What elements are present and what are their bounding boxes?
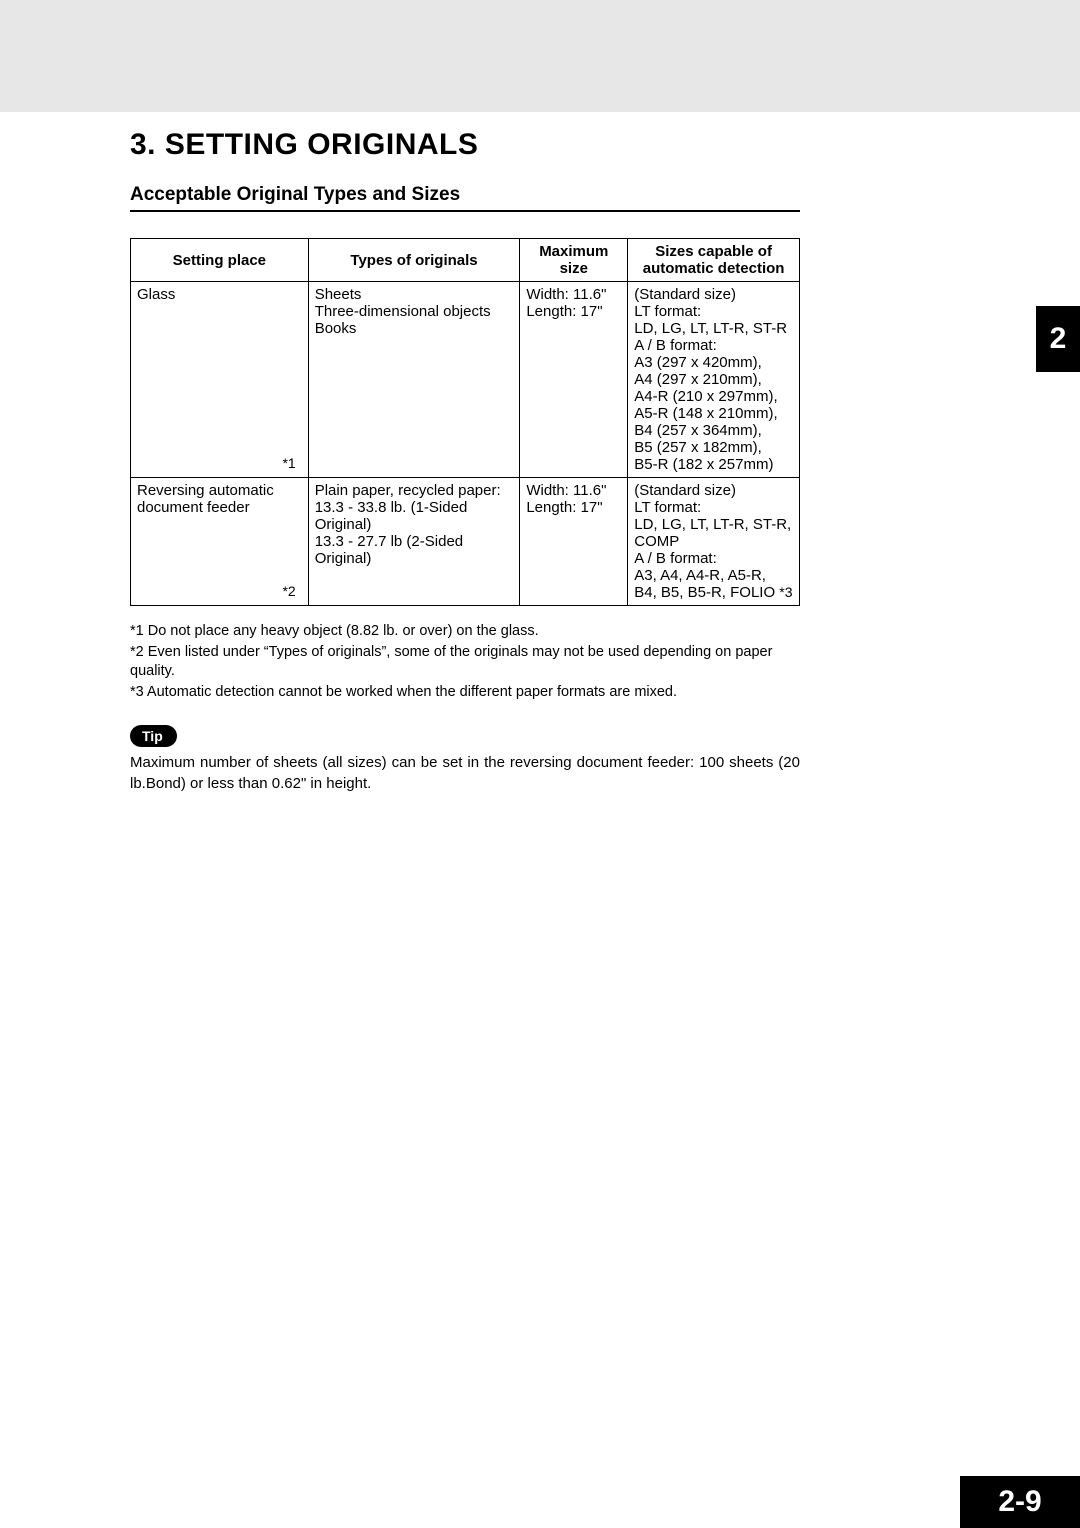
col-types: Types of originals [308,239,520,282]
page-number-box: 2-9 [960,1476,1080,1528]
cell-sizes: (Standard size) LT format: LD, LG, LT, L… [634,286,787,473]
tip-label: Tip [142,728,163,744]
page-number: 2-9 [998,1485,1041,1519]
footnote-ref: *3 [779,584,792,600]
tip-text: Maximum number of sheets (all sizes) can… [130,753,800,794]
footnotes: *1 Do not place any heavy object (8.82 l… [130,622,800,702]
chapter-tab: 2 [1036,306,1080,372]
table-header-row: Setting place Types of originals Maximum… [131,239,800,282]
footnote-ref: *2 [282,583,295,599]
cell-max-size: Width: 11.6" Length: 17" [526,286,606,320]
originals-table: Setting place Types of originals Maximum… [130,238,800,606]
table-row: Glass *1 Sheets Three-dimensional object… [131,282,800,478]
cell-max-size: Width: 11.6" Length: 17" [526,482,606,516]
table-row: Reversing automatic document feeder *2 P… [131,478,800,606]
footnote: *1 Do not place any heavy object (8.82 l… [130,622,800,642]
col-setting-place: Setting place [131,239,309,282]
cell-types: Sheets Three-dimensional objects Books [315,286,491,337]
tip-badge: Tip [130,725,177,747]
footnote: *2 Even listed under “Types of originals… [130,643,800,682]
cell-sizes: (Standard size) LT format: LD, LG, LT, L… [634,482,791,601]
footnote-ref: *1 [282,455,295,471]
footnote: *3 Automatic detection cannot be worked … [130,683,800,703]
section-heading: 3. SETTING ORIGINALS [130,128,800,162]
chapter-number: 2 [1050,322,1067,356]
col-max-size: Maximum size [520,239,628,282]
page-content: 3. SETTING ORIGINALS Acceptable Original… [130,128,800,794]
cell-setting-place: Glass [137,286,175,303]
cell-setting-place: Reversing automatic document feeder [137,482,274,516]
cell-types: Plain paper, recycled paper: 13.3 - 33.8… [315,482,501,567]
sub-heading: Acceptable Original Types and Sizes [130,184,800,212]
header-band [0,0,1080,112]
col-sizes-auto: Sizes capable of automatic detection [628,239,800,282]
